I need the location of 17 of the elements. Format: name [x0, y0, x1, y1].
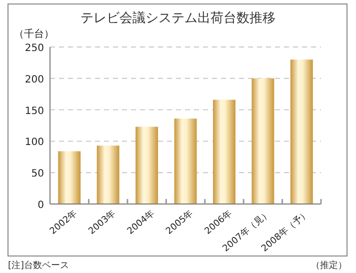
bar [58, 151, 81, 204]
y-tick-label: 150 [24, 106, 44, 117]
bar [136, 126, 158, 204]
bar [290, 60, 313, 204]
chart-title: テレビ会議システム出荷台数推移 [80, 11, 276, 26]
y-tick-label: 200 [24, 74, 44, 86]
y-axis-title: （千台） [14, 28, 54, 40]
bar [212, 100, 236, 204]
y-tick-label: 50 [31, 168, 44, 180]
y-tick-label: 100 [24, 137, 44, 148]
y-tick-label: 0 [38, 200, 44, 211]
bar [96, 146, 120, 204]
text: （推定） [311, 260, 347, 271]
bar [252, 78, 274, 204]
text: [注]台数ベース [8, 260, 70, 271]
y-tick-label: 250 [24, 43, 44, 54]
bar [174, 118, 197, 204]
